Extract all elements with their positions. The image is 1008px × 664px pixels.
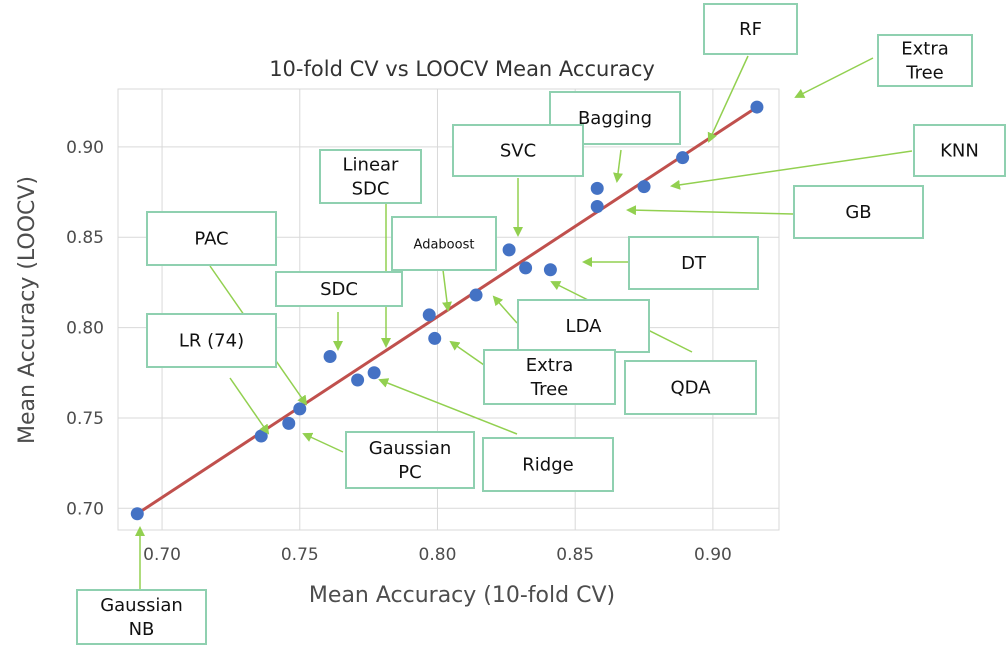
annotation-arrow — [613, 149, 623, 183]
annotation-label: Linear — [343, 155, 400, 176]
annotation-label: Gaussian — [100, 595, 183, 616]
annotation-box — [793, 185, 924, 239]
annotation-label: Ridge — [522, 455, 573, 476]
annotation-arrow — [449, 340, 485, 366]
annotation-label: SVC — [500, 141, 536, 162]
annotation-box — [319, 149, 422, 204]
annotation-label: DT — [681, 253, 707, 274]
data-point — [519, 261, 533, 275]
annotation-label: RF — [739, 19, 762, 40]
annotation-label: GB — [845, 202, 871, 223]
annotation-label: Extra — [901, 39, 949, 60]
annotation-label: LR (74) — [179, 331, 244, 352]
annotation-label: NB — [129, 619, 155, 640]
annotation-box — [452, 124, 584, 177]
annotation-label: Gaussian — [369, 438, 452, 459]
data-point — [351, 373, 365, 387]
data-point — [428, 331, 442, 345]
data-point — [323, 349, 337, 363]
x-tick-label: 0.70 — [143, 545, 181, 565]
annotation-boxes: RF Extra Tree Bagging KNN SVC Linear SDC GB PAC Ad… — [76, 3, 1006, 645]
annotation-label: Tree — [530, 379, 569, 400]
annotation-box — [146, 211, 277, 266]
annotation-label: LDA — [566, 316, 603, 337]
x-tick-label: 0.85 — [556, 545, 594, 565]
annotation-label: Bagging — [578, 108, 652, 129]
annotation-arrow — [626, 205, 794, 216]
y-tick-label: 0.85 — [66, 228, 104, 248]
annotation-box — [482, 437, 614, 492]
x-tick-label: 0.80 — [419, 545, 457, 565]
annotation-box — [877, 34, 973, 87]
data-point — [590, 181, 604, 195]
data-point — [254, 429, 268, 443]
annotation-arrow — [670, 150, 913, 190]
data-point — [590, 199, 604, 213]
data-point — [293, 402, 307, 416]
annotation-box — [624, 360, 757, 415]
annotation-box — [628, 236, 759, 290]
annotation-arrow — [707, 55, 749, 143]
annotation-label: SDC — [352, 179, 390, 200]
x-tick-label: 0.75 — [281, 545, 319, 565]
annotation-label: PC — [398, 462, 421, 483]
annotation-label: Tree — [905, 63, 944, 84]
y-axis-label: Mean Accuracy (LOOCV) — [15, 176, 40, 444]
y-tick-label: 0.75 — [66, 409, 104, 429]
annotation-label: QDA — [670, 378, 711, 399]
data-point — [469, 288, 483, 302]
y-tick-label: 0.70 — [66, 499, 104, 519]
annotation-box — [76, 589, 207, 645]
annotation-arrow — [492, 295, 518, 324]
annotation-label: Adaboost — [414, 238, 475, 253]
annotation-label: Extra — [526, 355, 574, 376]
annotation-label: KNN — [940, 141, 979, 162]
annotation-box — [391, 216, 497, 271]
y-tick-label: 0.90 — [66, 138, 104, 158]
data-point — [130, 507, 144, 521]
annotation-label: PAC — [194, 229, 228, 250]
annotation-box — [483, 349, 616, 405]
annotation-box — [146, 313, 277, 368]
annotation-arrow — [794, 57, 874, 98]
annotation-arrow — [378, 378, 518, 435]
annotation-label: SDC — [320, 279, 358, 300]
x-tick-label: 0.90 — [694, 545, 732, 565]
annotation-box — [913, 124, 1006, 177]
scatter-points — [130, 100, 764, 521]
y-tick-label: 0.80 — [66, 319, 104, 339]
data-point — [676, 151, 690, 165]
annotation-box — [703, 3, 798, 55]
data-point — [750, 100, 764, 114]
annotation-box — [275, 271, 403, 307]
annotation-arrow — [229, 377, 270, 435]
data-point — [637, 180, 651, 194]
data-point — [422, 308, 436, 322]
x-axis-label: Mean Accuracy (10-fold CV) — [309, 583, 615, 608]
data-point — [502, 243, 516, 257]
annotation-arrow — [302, 432, 344, 453]
chart-title: 10-fold CV vs LOOCV Mean Accuracy — [269, 57, 655, 81]
annotation-arrow — [442, 269, 452, 312]
annotation-box — [345, 431, 475, 489]
data-point — [367, 366, 381, 380]
data-point — [282, 416, 296, 430]
tick-labels: 0.70 0.75 0.80 0.85 0.90 0.70 0.75 0.80 0.85 0.90 — [66, 138, 732, 565]
data-point — [543, 263, 557, 277]
annotation-box — [517, 299, 650, 353]
